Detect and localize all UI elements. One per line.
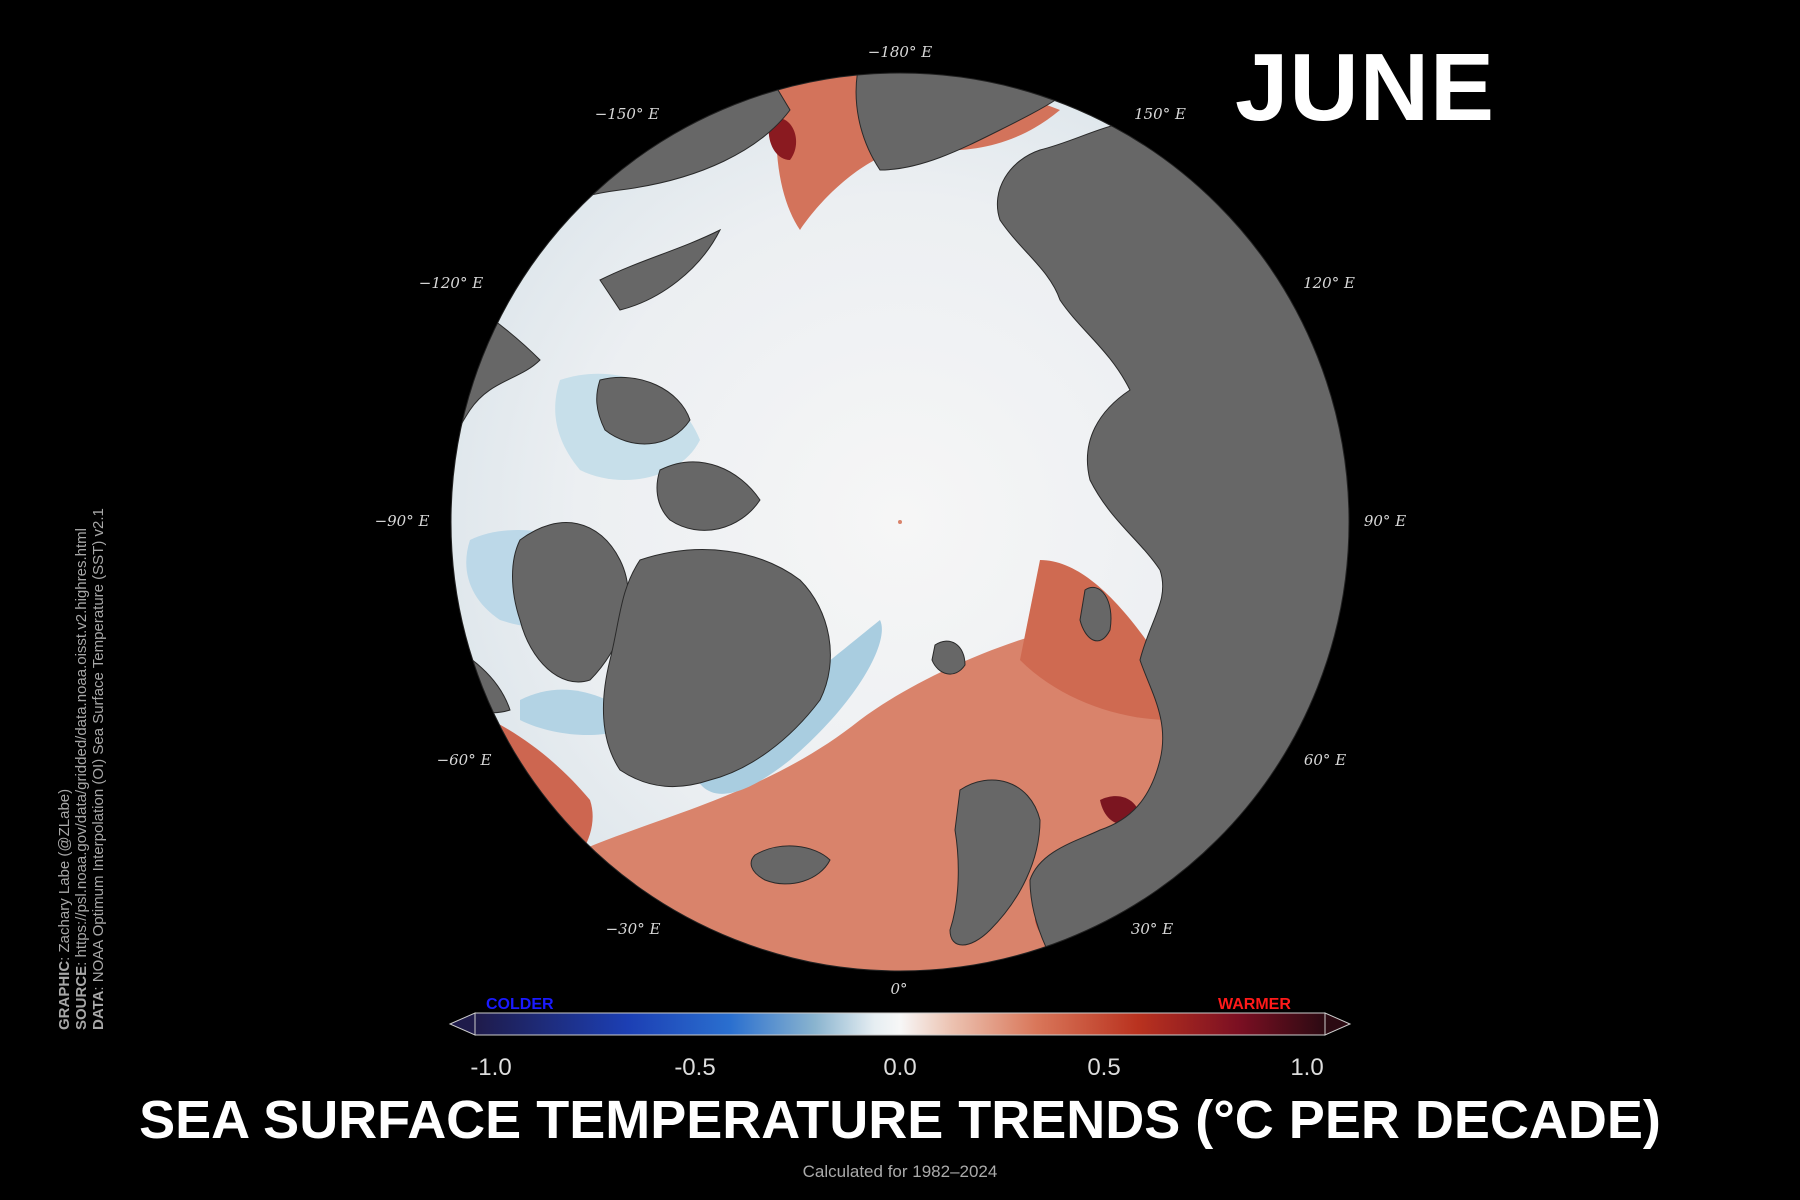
lon-label-m120: −120° E <box>419 274 483 292</box>
lon-label-m30: −30° E <box>606 920 661 938</box>
eurasia-land <box>996 119 1349 971</box>
lon-label-m180: −180° E <box>868 43 932 61</box>
bering-strait-deep <box>768 118 797 160</box>
lon-label-120: 120° E <box>1303 274 1355 292</box>
alaska-yukon-land <box>599 228 722 311</box>
colorbar-min-extension <box>448 1012 476 1036</box>
colorbar-tick: 0.0 <box>883 1054 917 1081</box>
colorbar-tick: -1.0 <box>470 1054 512 1081</box>
greenland-land <box>603 549 831 788</box>
map-disc <box>451 73 1349 971</box>
month-title: JUNE <box>1235 34 1496 141</box>
colorbar-tick: -0.5 <box>674 1054 716 1081</box>
colorbar-tick: 0.5 <box>1087 1054 1121 1081</box>
lon-label-150: 150° E <box>1134 105 1186 123</box>
main-title: SEA SURFACE TEMPERATURE TRENDS (°C PER D… <box>139 1090 1661 1150</box>
colorbar-gradient <box>474 1012 1326 1036</box>
lon-label-60: 60° E <box>1304 751 1346 769</box>
credits-block: GRAPHIC: Zachary Labe (@ZLabe) SOURCE: h… <box>56 330 107 1030</box>
novaya-zemlya-land <box>1079 587 1112 642</box>
lon-label-m90: −90° E <box>375 512 430 530</box>
lon-label-30: 30° E <box>1131 920 1173 938</box>
credit-graphic: GRAPHIC: Zachary Labe (@ZLabe) <box>56 788 73 1030</box>
scandinavia-land <box>949 779 1041 946</box>
colorbar <box>448 1012 1352 1036</box>
lon-label-m60: −60° E <box>437 751 492 769</box>
svalbard-land <box>931 640 966 675</box>
lon-label-90: 90° E <box>1364 512 1406 530</box>
map-border <box>450 72 1350 972</box>
credit-data: DATA: NOAA Optimum Interpolation (OI) Se… <box>90 508 107 1030</box>
iceland-land <box>750 845 831 885</box>
baffin-island-land <box>512 522 629 683</box>
colorbar-max-extension <box>1324 1012 1352 1036</box>
colorbar-colder-label: COLDER <box>486 996 554 1013</box>
victoria-island-land <box>596 376 691 445</box>
lon-label-0: 0° <box>890 980 907 998</box>
colorbar-warmer-label: WARMER <box>1218 996 1291 1013</box>
lon-label-m150: −150° E <box>595 105 659 123</box>
subtitle: Calculated for 1982–2024 <box>802 1162 998 1181</box>
colorbar-tick: 1.0 <box>1290 1054 1324 1081</box>
ellesmere-island-land <box>656 461 761 531</box>
credit-source: SOURCE: https://psl.noaa.gov/data/gridde… <box>73 528 90 1030</box>
north-pole-marker <box>898 520 902 524</box>
